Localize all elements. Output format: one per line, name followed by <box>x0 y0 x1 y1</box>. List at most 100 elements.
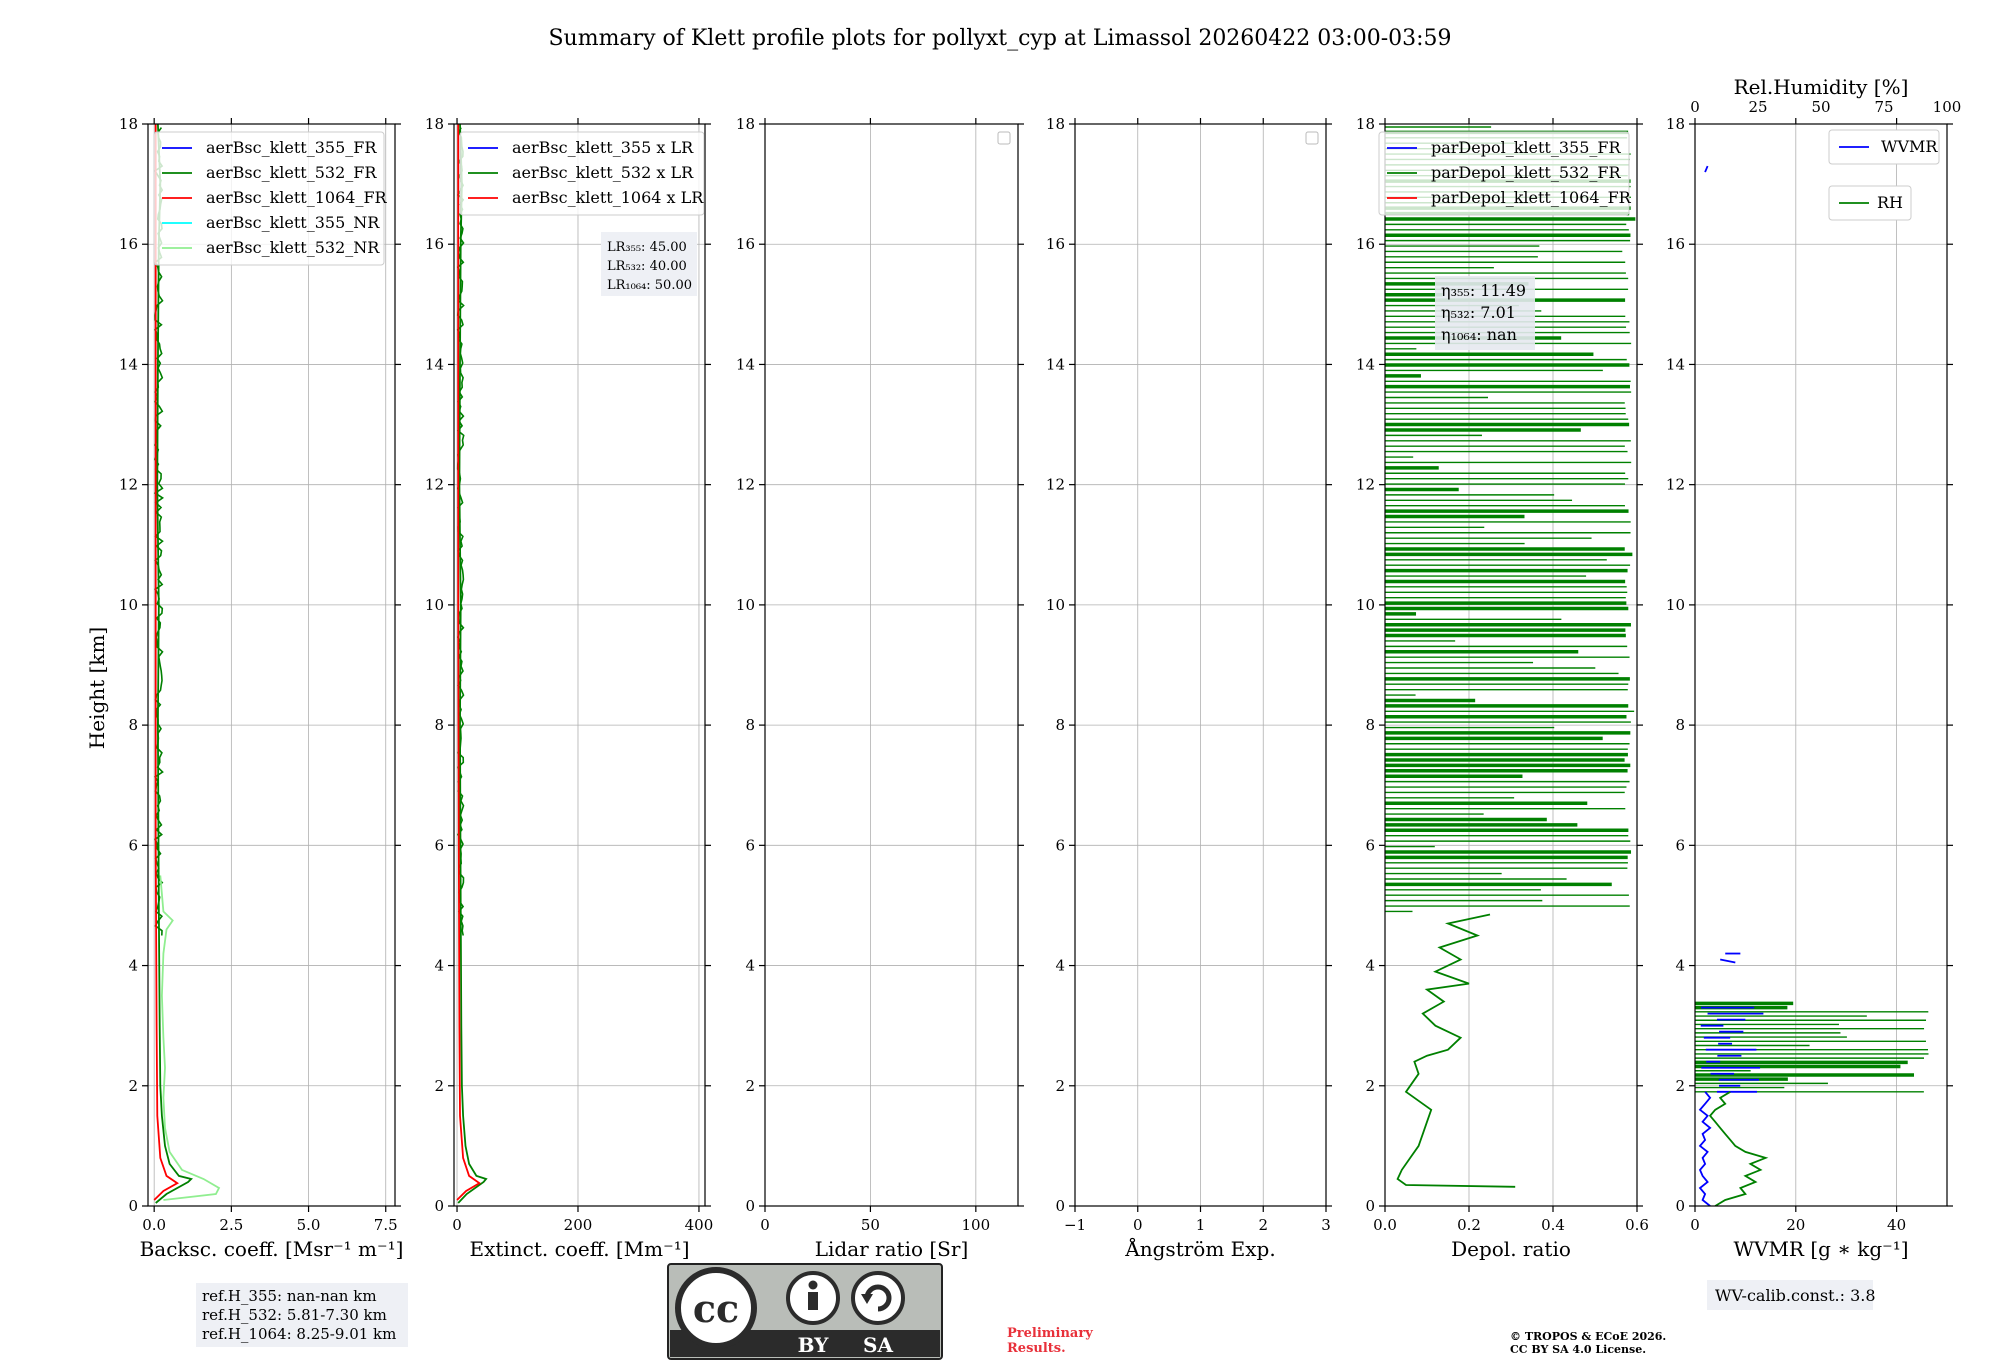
sa-share-icon <box>851 1271 905 1325</box>
empty-legend-box <box>1305 131 1319 145</box>
x-axis-label: Extinct. coeff. [Mm⁻¹] <box>469 1237 689 1261</box>
x-tick-label: 7.5 <box>374 1216 398 1234</box>
y-tick-label: 2 <box>434 1077 444 1095</box>
x-tick-label: 1 <box>1196 1216 1206 1234</box>
y-tick-label: 0 <box>1055 1197 1065 1215</box>
panel-1: 0.0 2.5 5.0 7.5 Backsc. coeff. [Msr⁻¹ m⁻¹] 0 2… <box>119 115 403 1261</box>
y-tick-label: 16 <box>736 235 755 253</box>
x-axis-label: Backsc. coeff. [Msr⁻¹ m⁻¹] <box>140 1237 404 1261</box>
y-tick-label: 8 <box>1675 716 1685 734</box>
y-tick-label: 6 <box>434 836 444 854</box>
x-tick-label: 3 <box>1321 1216 1331 1234</box>
y-tick-label: 10 <box>1356 596 1375 614</box>
cc-circle-icon <box>675 1267 757 1349</box>
x-axis-label: Lidar ratio [Sr] <box>815 1237 969 1261</box>
y-tick-label: 6 <box>745 836 755 854</box>
axes-frame <box>764 123 1019 1207</box>
rh-legend-label: RH <box>1877 193 1903 212</box>
y-tick-label: 8 <box>1055 716 1065 734</box>
y-tick-label: 8 <box>128 716 138 734</box>
x-axis-label: Ångström Exp. <box>1124 1236 1275 1261</box>
copyright-note: © TROPOS & ECoE 2026. CC BY SA 4.0 Licen… <box>1510 1330 1666 1356</box>
rh-legend-box <box>1828 185 1912 221</box>
legend-box <box>459 131 705 216</box>
lidar-ratio-value: LR₅₃₂: 40.00 <box>607 259 687 274</box>
wv-calib-box <box>1707 1280 1873 1310</box>
y-tick-label: 0 <box>434 1197 444 1215</box>
lidar-ratio-value: LR₃₅₅: 45.00 <box>607 240 687 255</box>
legend-entry: aerBsc_klett_1064 x LR <box>512 188 704 207</box>
panel-5: 0.0 0.2 0.4 0.6 Depol. ratio 0 2 4 6 8 10 12 14 16 18 p… <box>1356 115 1649 1261</box>
y-tick-label: 8 <box>1365 716 1375 734</box>
y-tick-label: 2 <box>128 1077 138 1095</box>
y-tick-label: 10 <box>425 596 444 614</box>
top-tick-label: 100 <box>1933 98 1962 116</box>
y-tick-label: 2 <box>1365 1077 1375 1095</box>
panels: 0.0 2.5 5.0 7.5 Backsc. coeff. [Msr⁻¹ m⁻¹] 0 2… <box>119 75 1961 1310</box>
y-tick-label: 10 <box>119 596 138 614</box>
y-tick-label: 4 <box>1055 957 1065 975</box>
y-tick-label: 18 <box>1666 115 1685 133</box>
series-line-aerbsc-klett-1064-fr <box>153 124 180 1201</box>
legend-entry: parDepol_klett_1064_FR <box>1431 188 1632 207</box>
reference-height-box: ref.H_355: nan-nan km ref.H_532: 5.81-7.… <box>196 1283 408 1347</box>
x-tick-label: 50 <box>861 1216 880 1234</box>
wvmr-segment <box>1704 165 1709 173</box>
y-tick-label: 16 <box>1046 235 1065 253</box>
data-layer <box>456 124 488 1204</box>
eta-value: η₁₀₆₄: nan <box>1441 325 1517 344</box>
y-tick-label: 16 <box>119 235 138 253</box>
x-tick-label: 0 <box>1690 1216 1700 1234</box>
panel-6: 0 20 40 WVMR [g ∗ kg⁻¹] 0 2 4 6 8 10 12 14 16 18 0 25 50… <box>1666 75 1961 1310</box>
y-tick-label: 0 <box>1675 1197 1685 1215</box>
legend-box <box>153 131 385 266</box>
x-tick-label: 0.0 <box>142 1216 166 1234</box>
legend-entry: parDepol_klett_355_FR <box>1431 138 1622 157</box>
legend-entry: aerBsc_klett_532 x LR <box>512 163 694 182</box>
legend-entry: aerBsc_klett_532_FR <box>206 163 377 182</box>
empty-legend-box <box>997 131 1011 145</box>
y-tick-label: 0 <box>1365 1197 1375 1215</box>
y-tick-label: 0 <box>128 1197 138 1215</box>
by-label: BY <box>798 1333 830 1357</box>
y-tick-label: 6 <box>128 836 138 854</box>
wvmr-segment <box>1720 958 1736 964</box>
legend-entry: aerBsc_klett_1064_FR <box>206 188 388 207</box>
x-tick-label: 200 <box>564 1216 593 1234</box>
eta-box <box>1435 276 1535 350</box>
y-tick-label: 16 <box>1666 235 1685 253</box>
y-tick-label: 4 <box>434 957 444 975</box>
y-tick-label: 4 <box>1365 957 1375 975</box>
x-tick-label: 0 <box>760 1216 770 1234</box>
y-tick-label: 12 <box>119 476 138 494</box>
series-line-wvmr <box>1698 1091 1712 1206</box>
y-tick-label: 6 <box>1675 836 1685 854</box>
preliminary-line-2: Results. <box>1007 1341 1066 1356</box>
series-line-rh <box>1708 1091 1769 1206</box>
data-layer <box>1695 165 1929 1206</box>
eta-value: η₃₅₅: 11.49 <box>1441 281 1526 300</box>
y-tick-label: 14 <box>736 355 755 373</box>
cc-label: cc <box>693 1286 739 1331</box>
eta-value: η₅₃₂: 7.01 <box>1441 303 1516 322</box>
series-line-aerbsc-klett-532-nr <box>159 875 221 1201</box>
y-tick-label: 18 <box>1356 115 1375 133</box>
x-tick-label: 5.0 <box>297 1216 321 1234</box>
lidar-ratio-value: LR₁₀₆₄: 50.00 <box>607 278 692 293</box>
y-tick-label: 12 <box>1666 476 1685 494</box>
preliminary-line-1: Preliminary <box>1007 1326 1093 1341</box>
legend-entry: aerBsc_klett_355 x LR <box>512 138 694 157</box>
y-tick-label: 2 <box>1055 1077 1065 1095</box>
y-tick-label: 12 <box>425 476 444 494</box>
x-tick-label: 2 <box>1258 1216 1268 1234</box>
x-tick-label: −1 <box>1064 1216 1086 1234</box>
series-line-pardepol-klett-532-fr <box>1396 913 1516 1188</box>
x-tick-label: 0.2 <box>1457 1216 1481 1234</box>
series-line-aerbsc-klett-532-fr <box>155 124 193 1204</box>
y-tick-label: 10 <box>1046 596 1065 614</box>
figure-title: Summary of Klett profile plots for polly… <box>548 26 1451 51</box>
copyright-line-2: CC BY SA 4.0 License. <box>1510 1343 1646 1356</box>
data-layer <box>153 124 221 1204</box>
top-tick-label: 50 <box>1811 98 1830 116</box>
